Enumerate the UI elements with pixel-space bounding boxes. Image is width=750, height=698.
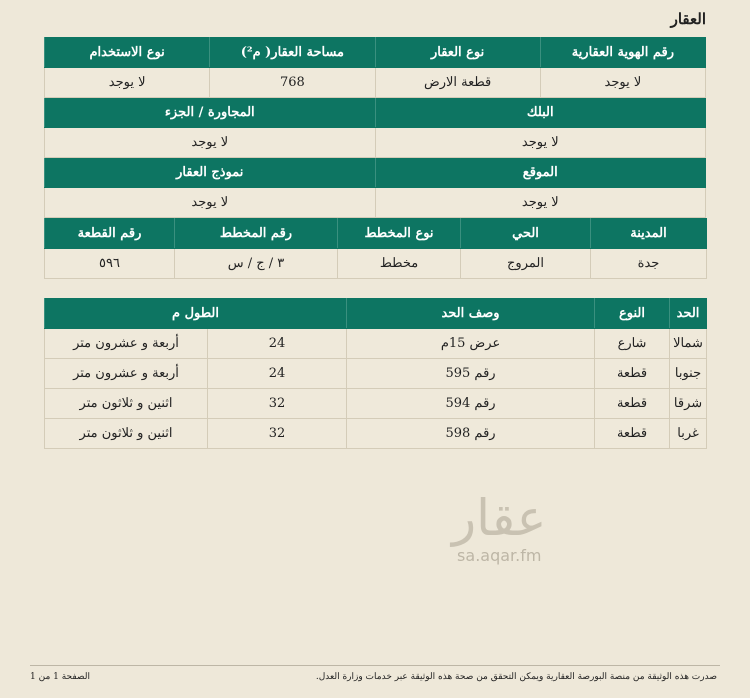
col-header: البلك xyxy=(374,97,706,128)
cell: 768 xyxy=(209,67,376,98)
cell: قطعة xyxy=(594,418,671,449)
cell: لا يوجد xyxy=(539,67,707,98)
cell: لا يوجد xyxy=(374,127,706,158)
col-header: النوع xyxy=(594,298,671,329)
header-row: رقم الهوية العقارية نوع العقار مساحة الع… xyxy=(43,37,707,68)
cell: عرض 15م xyxy=(346,328,596,359)
header-row: الحد النوع وصف الحد الطول م xyxy=(43,298,708,329)
property-info-table: رقم الهوية العقارية نوع العقار مساحة الع… xyxy=(43,37,707,218)
cell: شرقا xyxy=(669,388,708,419)
cell: مخطط xyxy=(337,248,461,279)
col-header: نوع المخطط xyxy=(337,218,461,249)
cell: ٣ / ج / س xyxy=(174,248,338,279)
col-header: وصف الحد xyxy=(346,298,596,329)
header-row: المدينة الحي نوع المخطط رقم المخطط رقم ا… xyxy=(44,218,707,249)
footer-divider xyxy=(30,665,720,666)
cell: رقم 594 xyxy=(346,388,596,419)
value-row: لا يوجد لا يوجد xyxy=(44,127,706,158)
cell: 32 xyxy=(207,418,348,449)
page-number: الصفحة 1 من 1 xyxy=(30,672,90,682)
col-header: الحد xyxy=(669,298,708,329)
footer-note: صدرت هذه الوثيقة من منصة البورصة العقاري… xyxy=(315,672,717,682)
section-title: العقار xyxy=(670,10,706,28)
col-header: رقم المخطط xyxy=(174,218,338,249)
col-header: الموقع xyxy=(374,157,706,188)
cell: 32 xyxy=(207,388,348,419)
header-row: البلك المجاورة / الجزء xyxy=(44,97,706,128)
header-row: الموقع نموذج العقار xyxy=(44,157,706,188)
cell: شارع xyxy=(594,328,671,359)
watermark-logo-text: عقار xyxy=(452,489,547,547)
cell: ٥٩٦ xyxy=(44,248,175,279)
watermark-url: sa.aqar.fm xyxy=(457,546,542,565)
boundaries-table: الحد النوع وصف الحد الطول م شمالا شارع عرض… xyxy=(43,298,708,449)
cell: أربعة و عشرون متر xyxy=(43,358,209,389)
table-row: غربا قطعة رقم 598 32 اثنين و ثلاثون متر xyxy=(43,418,708,449)
col-header: الطول م xyxy=(43,298,348,329)
cell: جنوبا xyxy=(669,358,708,389)
value-row: لا يوجد قطعة الارض 768 لا يوجد xyxy=(43,67,707,98)
watermark-logo: عقار sa.aqar.fm xyxy=(452,490,547,565)
cell: 24 xyxy=(207,358,348,389)
cell: قطعة الارض xyxy=(374,67,541,98)
cell: جدة xyxy=(590,248,707,279)
col-header: رقم القطعة xyxy=(44,218,175,249)
location-table: المدينة الحي نوع المخطط رقم المخطط رقم ا… xyxy=(44,218,707,279)
cell: رقم 595 xyxy=(346,358,596,389)
cell: لا يوجد xyxy=(44,187,376,218)
col-header: نموذج العقار xyxy=(44,157,376,188)
cell: قطعة xyxy=(594,388,671,419)
col-header: المدينة xyxy=(590,218,707,249)
table-row: شرقا قطعة رقم 594 32 اثنين و ثلاثون متر xyxy=(43,388,708,419)
value-row: لا يوجد لا يوجد xyxy=(44,187,706,218)
col-header: مساحة العقار( م²) xyxy=(209,37,376,68)
cell: أربعة و عشرون متر xyxy=(43,328,209,359)
cell: 24 xyxy=(207,328,348,359)
cell: المروج xyxy=(460,248,591,279)
cell: شمالا xyxy=(669,328,708,359)
value-row: جدة المروج مخطط ٣ / ج / س ٥٩٦ xyxy=(44,248,707,279)
cell: لا يوجد xyxy=(43,67,211,98)
cell: اثنين و ثلاثون متر xyxy=(43,418,209,449)
col-header: نوع العقار xyxy=(374,37,541,68)
cell: قطعة xyxy=(594,358,671,389)
cell: رقم 598 xyxy=(346,418,596,449)
cell: اثنين و ثلاثون متر xyxy=(43,388,209,419)
col-header: المجاورة / الجزء xyxy=(44,97,376,128)
cell: لا يوجد xyxy=(44,127,376,158)
cell: غربا xyxy=(669,418,708,449)
col-header: الحي xyxy=(460,218,591,249)
col-header: نوع الاستخدام xyxy=(43,37,211,68)
table-row: جنوبا قطعة رقم 595 24 أربعة و عشرون متر xyxy=(43,358,708,389)
cell: لا يوجد xyxy=(374,187,706,218)
col-header: رقم الهوية العقارية xyxy=(539,37,707,68)
table-row: شمالا شارع عرض 15م 24 أربعة و عشرون متر xyxy=(43,328,708,359)
